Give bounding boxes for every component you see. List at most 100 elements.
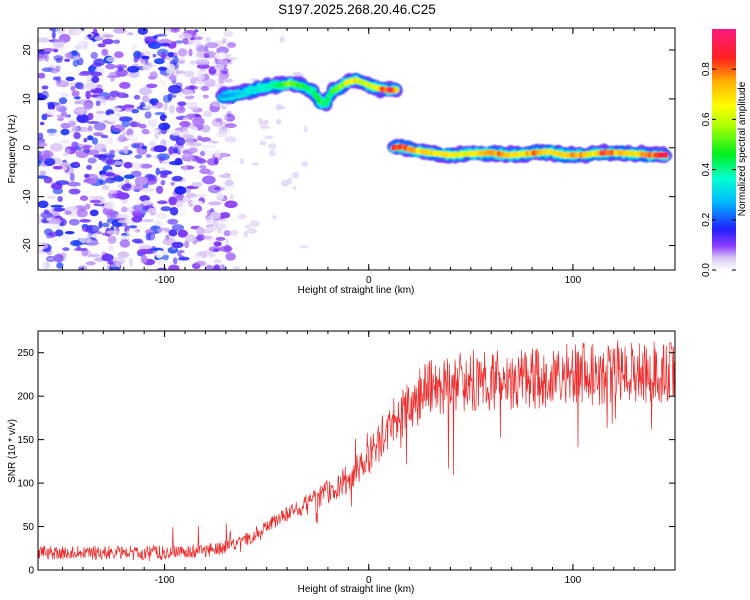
x-tick-label: 100 — [565, 575, 582, 586]
noise-blob — [301, 161, 309, 168]
noise-blob — [118, 134, 127, 143]
noise-blob — [175, 137, 186, 146]
noise-blob — [183, 202, 190, 208]
noise-blob — [189, 106, 198, 111]
noise-blob — [62, 166, 68, 171]
noise-blob — [59, 162, 71, 168]
noise-blob — [193, 204, 203, 213]
noise-blob — [152, 53, 157, 58]
noise-blob — [155, 250, 164, 259]
noise-blob — [55, 180, 70, 186]
noise-blob — [60, 234, 70, 240]
spectrogram-y-axis-label: Frequency (Hz) — [7, 115, 18, 184]
noise-blob — [121, 206, 128, 213]
noise-blob — [141, 95, 150, 103]
noise-blob — [172, 257, 178, 265]
noise-blob — [52, 76, 59, 81]
noise-blob — [162, 252, 171, 256]
noise-blob — [192, 213, 199, 218]
noise-blob — [64, 209, 72, 215]
noise-blob — [40, 260, 46, 269]
noise-blob — [214, 186, 221, 191]
noise-blob — [127, 65, 140, 73]
noise-blob — [113, 28, 127, 34]
noise-blob — [139, 87, 152, 96]
noise-blob — [116, 192, 130, 200]
noise-blob — [40, 211, 54, 219]
snr-content — [38, 340, 675, 562]
noise-blob — [205, 36, 211, 43]
noise-blob — [186, 125, 199, 134]
noise-blob — [201, 235, 213, 240]
noise-blob — [181, 252, 192, 257]
noise-blob — [205, 215, 211, 221]
noise-blob — [78, 72, 91, 76]
noise-blob — [112, 176, 125, 182]
noise-blob — [44, 157, 56, 167]
noise-blob — [195, 80, 206, 87]
noise-blob — [116, 213, 129, 219]
noise-blob — [39, 150, 54, 159]
noise-blob — [196, 63, 210, 70]
noise-blob — [139, 123, 147, 129]
noise-blob — [65, 206, 78, 212]
noise-blob — [243, 230, 249, 238]
y-tick-label: 10 — [22, 93, 33, 105]
noise-blob — [196, 226, 205, 235]
noise-blob — [119, 116, 133, 122]
noise-blob — [97, 154, 108, 161]
noise-blob — [71, 141, 79, 148]
noise-blob — [73, 108, 86, 113]
noise-blob — [192, 36, 203, 41]
noise-blob — [87, 34, 93, 38]
noise-blob — [119, 239, 130, 248]
noise-blob — [203, 110, 213, 118]
noise-blob — [96, 84, 103, 89]
noise-blob — [232, 265, 241, 270]
noise-blob — [182, 37, 189, 45]
noise-blob — [79, 107, 84, 116]
noise-blob — [62, 152, 70, 157]
noise-blob — [145, 154, 152, 158]
noise-blob — [117, 251, 130, 258]
noise-blob — [184, 240, 190, 249]
noise-blob — [177, 229, 188, 238]
noise-blob — [145, 83, 158, 89]
noise-blob — [108, 245, 114, 252]
noise-blob — [190, 60, 196, 65]
noise-blob — [299, 245, 309, 249]
noise-blob — [182, 88, 193, 97]
noise-blob — [125, 229, 138, 237]
noise-blob — [73, 56, 81, 60]
noise-blob — [268, 143, 277, 150]
noise-blob — [57, 196, 63, 202]
noise-blob — [160, 51, 166, 61]
noise-blob — [69, 172, 75, 182]
noise-blob — [93, 58, 106, 66]
noise-blob — [78, 267, 83, 270]
noise-blob — [141, 128, 150, 135]
noise-blob — [39, 121, 45, 126]
noise-blob — [177, 101, 187, 106]
noise-blob — [141, 187, 156, 193]
snr-plot-area — [38, 331, 675, 570]
noise-blob — [89, 209, 99, 217]
noise-blob — [43, 176, 53, 184]
colorbar-tick-label: 0.2 — [701, 212, 712, 226]
noise-blob — [144, 111, 152, 119]
noise-blob — [279, 36, 285, 43]
noise-blob — [213, 241, 222, 247]
noise-blob — [214, 63, 225, 71]
noise-blob — [194, 260, 207, 266]
noise-blob — [218, 218, 227, 222]
noise-blob — [105, 63, 116, 70]
noise-blob — [172, 175, 183, 182]
noise-blob — [103, 253, 110, 261]
noise-blob — [117, 219, 127, 224]
noise-blob — [93, 203, 108, 207]
noise-blob — [205, 264, 214, 270]
noise-blob — [275, 118, 282, 125]
noise-blob — [158, 66, 167, 71]
noise-blob — [188, 48, 193, 57]
